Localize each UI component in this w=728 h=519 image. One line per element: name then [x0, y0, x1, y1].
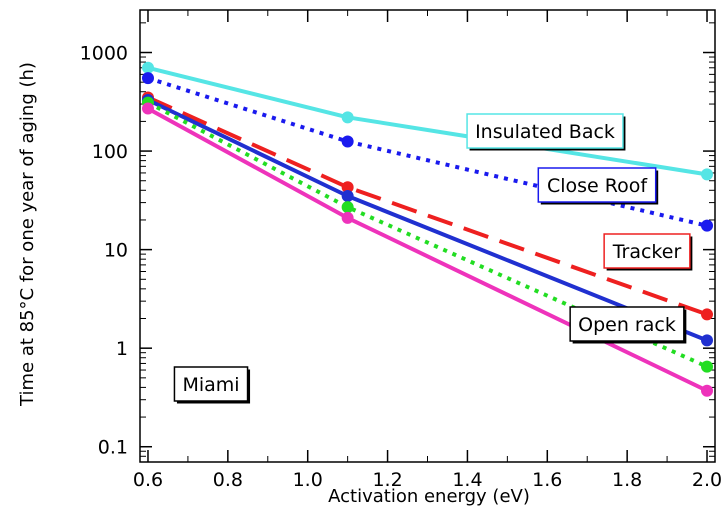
data-point: [701, 168, 714, 181]
annotation-label: Insulated Back: [475, 121, 615, 143]
annotation-box: Close Roof: [537, 167, 659, 205]
x-tick-label: 1.6: [532, 469, 562, 491]
annotation-label: Tracker: [612, 241, 682, 263]
series-2: [141, 91, 714, 321]
annotation-frame: [569, 306, 685, 342]
y-tick-label: 0.1: [98, 437, 128, 459]
data-point: [141, 72, 154, 85]
annotation-frame: [173, 366, 249, 402]
data-point: [341, 111, 354, 124]
annotation-frame: [466, 113, 624, 149]
x-tick-label: 1.2: [372, 469, 402, 491]
x-tick-label: 1.0: [293, 469, 323, 491]
x-axis: 0.6 0.8 1.0 1.2 1.4 1.6 1.8 2.0: [133, 10, 722, 491]
data-point: [341, 135, 354, 148]
data-point: [341, 190, 354, 203]
annotation-label: Open rack: [578, 314, 676, 336]
data-point: [701, 219, 714, 232]
y-tick-label: 1000: [80, 43, 128, 65]
y-tick-label: 1: [116, 338, 128, 360]
y-tick-label: 10: [104, 240, 128, 262]
x-tick-label: 1.4: [452, 469, 482, 491]
annotation-box: Tracker: [603, 233, 693, 271]
data-point: [701, 308, 714, 321]
series-1: [141, 72, 714, 232]
data-point: [141, 102, 154, 115]
data-point: [141, 61, 154, 74]
series-layer: [141, 61, 714, 397]
y-axis-title: Time at 85°C for one year of aging (h): [17, 62, 38, 407]
annotation-box: Open rack: [569, 306, 687, 344]
x-tick-label: 1.8: [612, 469, 642, 491]
data-point: [341, 181, 354, 194]
data-point: [341, 211, 354, 224]
annotation-label: Miami: [182, 374, 239, 396]
series-0: [141, 61, 714, 181]
annotations: Insulated Back Close Roof Tracker Open rack…: [173, 113, 693, 404]
data-point: [701, 384, 714, 397]
annotation-box: Insulated Back: [466, 113, 626, 151]
data-point: [701, 334, 714, 347]
annotation-box: Miami: [173, 366, 251, 404]
annotation-label: Close Roof: [547, 175, 648, 197]
data-point: [341, 201, 354, 214]
x-axis-title: Activation energy (eV): [328, 486, 530, 507]
series-line: [147, 95, 708, 317]
x-tick-label: 0.8: [213, 469, 243, 491]
annotation-frame: [603, 233, 691, 269]
annotation-frame: [537, 167, 657, 203]
data-point: [701, 360, 714, 373]
y-tick-label: 100: [92, 141, 128, 163]
x-tick-label: 2.0: [692, 469, 722, 491]
x-tick-label: 0.6: [133, 469, 163, 491]
